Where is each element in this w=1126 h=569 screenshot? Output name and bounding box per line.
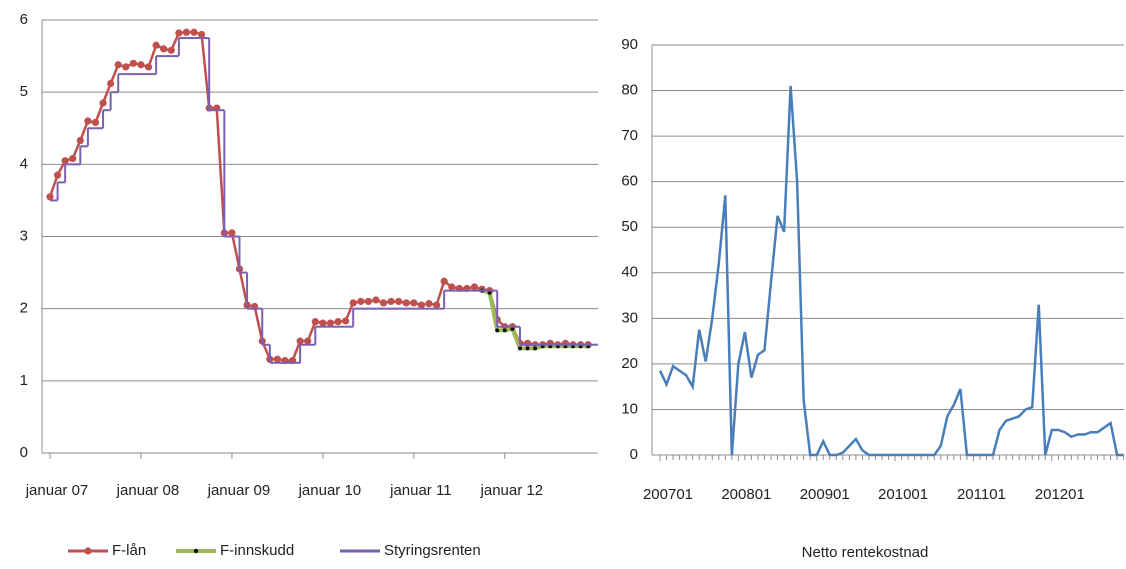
point (372, 296, 380, 304)
y-tick-label: 3 (20, 227, 28, 244)
point (53, 171, 62, 179)
x-tick-label: januar 09 (207, 482, 271, 499)
y-tick-label: 60 (621, 173, 638, 190)
point (487, 290, 492, 295)
y-tick-label: 6 (20, 11, 28, 28)
point (319, 319, 327, 327)
point (76, 136, 84, 145)
legend-marker (84, 547, 92, 555)
point (167, 46, 175, 54)
point (502, 328, 507, 333)
point (402, 299, 410, 307)
point (311, 318, 319, 326)
y-tick-label: 50 (621, 218, 638, 235)
x-tick-label: 200701 (643, 486, 693, 503)
point (495, 328, 500, 333)
point (198, 30, 206, 39)
point (84, 117, 92, 125)
y-tick-label: 1 (20, 372, 28, 389)
x-tick-label: januar 08 (116, 482, 180, 499)
point (61, 157, 69, 165)
point (273, 355, 281, 363)
point (342, 317, 350, 325)
y-tick-label: 0 (630, 446, 638, 463)
point (334, 318, 342, 326)
point (190, 28, 198, 36)
y-tick-label: 30 (621, 309, 638, 326)
point (91, 118, 100, 127)
y-tick-label: 20 (621, 355, 638, 372)
point (182, 28, 191, 36)
point (425, 300, 433, 308)
x-tick-label: 201001 (878, 486, 928, 503)
legend-label: F-lån (112, 542, 146, 559)
point (432, 301, 441, 309)
point (525, 346, 530, 351)
point (410, 299, 418, 307)
x-tick-label: januar 11 (389, 482, 451, 499)
x-tick-label: 200801 (721, 486, 771, 503)
x-tick-label: 201201 (1035, 486, 1085, 503)
y-tick-label: 80 (621, 82, 638, 99)
point (440, 277, 448, 285)
y-tick-label: 0 (20, 444, 28, 461)
legend-marker (193, 548, 199, 554)
point (296, 337, 304, 345)
point (137, 61, 145, 69)
x-tick-label: 200901 (800, 486, 850, 503)
point (152, 41, 160, 49)
x-tick-label: januar 12 (480, 482, 544, 499)
point (533, 346, 538, 351)
point (364, 297, 372, 306)
series-line (658, 85, 1124, 457)
point (46, 193, 54, 201)
x-tick-label: 201101 (957, 486, 1006, 503)
point (129, 59, 137, 67)
y-tick-label: 40 (621, 264, 638, 281)
x-axis-label: Netto rentekostnad (802, 544, 929, 561)
point (395, 297, 403, 306)
point (122, 63, 130, 71)
point (448, 283, 456, 291)
point (379, 299, 388, 307)
x-tick-label: januar 07 (25, 482, 89, 499)
y-tick-label: 90 (621, 36, 638, 53)
y-tick-label: 70 (621, 127, 638, 144)
point (304, 337, 312, 345)
point (175, 29, 183, 37)
point (99, 99, 107, 107)
point (523, 339, 532, 347)
point (69, 154, 77, 163)
y-tick-label: 2 (20, 300, 28, 317)
y-tick-label: 10 (621, 400, 638, 417)
y-tick-label: 5 (20, 83, 28, 100)
point (510, 326, 515, 331)
point (417, 301, 426, 309)
series-line (48, 31, 589, 362)
point (470, 283, 479, 291)
point (387, 297, 395, 306)
point (114, 61, 122, 69)
y-tick-label: 4 (20, 155, 28, 172)
point (326, 319, 335, 327)
point (160, 45, 168, 53)
point (144, 63, 153, 71)
legend-label: Styringsrenten (384, 542, 481, 559)
x-tick-label: januar 10 (298, 482, 362, 499)
point (349, 299, 357, 307)
point (228, 229, 236, 237)
point (107, 79, 115, 88)
point (357, 297, 365, 306)
legend-label: F-innskudd (220, 542, 294, 559)
point (517, 346, 522, 351)
